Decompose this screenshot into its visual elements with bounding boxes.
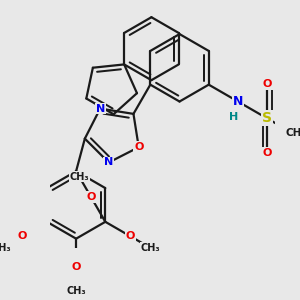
Text: O: O <box>262 148 272 158</box>
Text: O: O <box>71 262 81 272</box>
Text: N: N <box>104 158 113 167</box>
Text: O: O <box>86 192 96 202</box>
Text: H: H <box>229 112 238 122</box>
Text: N: N <box>95 103 105 114</box>
Text: CH₃: CH₃ <box>0 243 11 253</box>
Text: O: O <box>262 79 272 89</box>
Text: O: O <box>125 231 135 241</box>
Text: O: O <box>17 231 27 241</box>
Text: S: S <box>262 111 272 125</box>
Text: CH₃: CH₃ <box>69 172 89 182</box>
Text: N: N <box>233 95 243 108</box>
Text: CH₃: CH₃ <box>141 243 160 253</box>
Text: CH₃: CH₃ <box>66 286 86 296</box>
Text: CH₃: CH₃ <box>286 128 300 138</box>
Text: O: O <box>134 142 143 152</box>
